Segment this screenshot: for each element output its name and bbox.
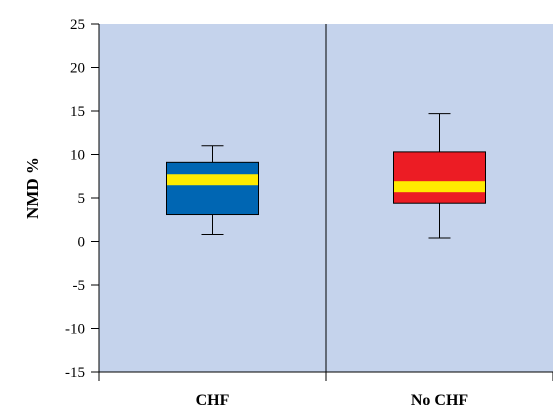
y-tick-label: 25: [70, 17, 85, 33]
box-no-chf: [393, 113, 486, 239]
x-ticks-group: CHF No CHF: [98, 372, 553, 409]
y-tick-label: 5: [78, 191, 86, 207]
boxes-group: [166, 113, 486, 239]
y-tick-label: 20: [70, 61, 85, 77]
y-tick-label: -10: [65, 322, 85, 338]
y-tick-label: 0: [78, 235, 86, 251]
iqr-box: [393, 151, 486, 204]
y-tick-label: 10: [70, 148, 85, 164]
y-tick-label: -5: [73, 278, 86, 294]
iqr-box: [166, 161, 259, 216]
median-band: [394, 181, 485, 193]
y-axis-title: NMD %: [23, 157, 42, 219]
y-ticks-group: 25 20 15 10 5 0 -5 -10 -15: [65, 17, 99, 381]
box-chf: [166, 145, 259, 236]
median-band: [167, 174, 258, 186]
y-tick-label: 15: [70, 104, 85, 120]
x-category-label: CHF: [196, 392, 230, 409]
x-category-label: No CHF: [411, 392, 469, 409]
y-tick-label: -15: [65, 365, 85, 381]
